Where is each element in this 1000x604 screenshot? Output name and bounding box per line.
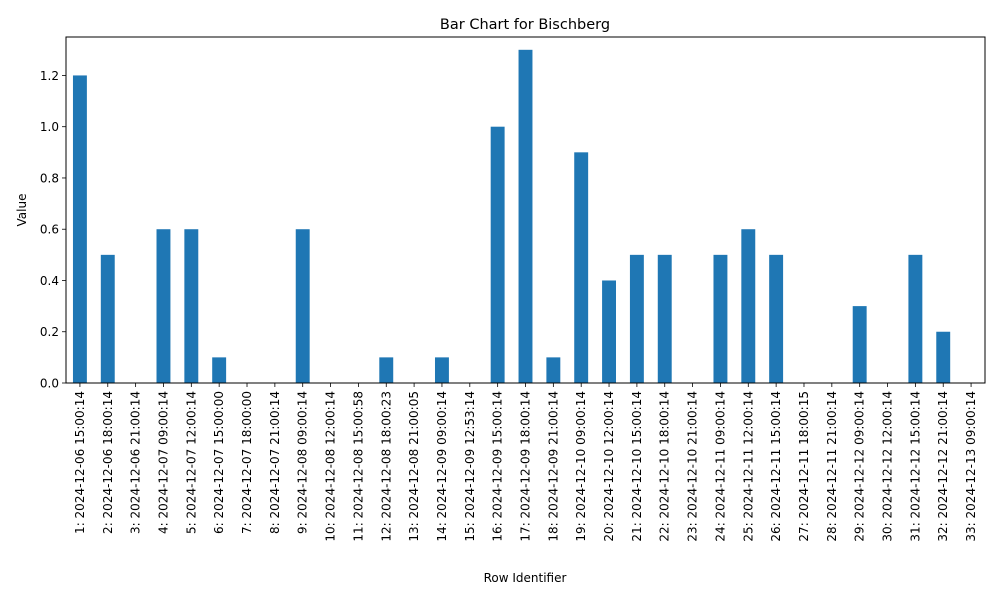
y-tick-label: 0.4 — [40, 274, 59, 288]
x-tick-label: 14: 2024-12-09 09:00:14 — [435, 391, 449, 542]
x-tick-label: 20: 2024-12-10 12:00:14 — [602, 391, 616, 542]
x-tick-label: 5: 2024-12-07 12:00:14 — [184, 391, 198, 534]
y-tick-label: 0.8 — [40, 171, 59, 185]
x-tick-label: 16: 2024-12-09 15:00:14 — [491, 391, 505, 542]
bar — [629, 254, 644, 383]
bar — [741, 229, 756, 383]
x-tick-label: 18: 2024-12-09 21:00:14 — [546, 391, 560, 542]
x-tick-label: 2: 2024-12-06 18:00:14 — [101, 391, 115, 534]
x-tick-label: 7: 2024-12-07 18:00:00 — [240, 391, 254, 534]
x-tick-label: 30: 2024-12-12 12:00:14 — [881, 391, 895, 542]
x-tick-label: 29: 2024-12-12 09:00:14 — [853, 391, 867, 542]
x-tick-label: 10: 2024-12-08 12:00:14 — [324, 391, 338, 542]
bar — [379, 357, 394, 383]
x-tick-label: 32: 2024-12-12 21:00:14 — [936, 391, 950, 542]
y-axis-label: Value — [15, 194, 29, 227]
chart-title: Bar Chart for Bischberg — [440, 17, 610, 33]
y-tick-label: 0.6 — [40, 223, 59, 237]
x-tick-label: 23: 2024-12-10 21:00:14 — [686, 391, 700, 542]
x-tick-label: 4: 2024-12-07 09:00:14 — [156, 391, 170, 534]
x-tick-label: 27: 2024-12-11 18:00:15 — [797, 391, 811, 542]
x-tick-label: 15: 2024-12-09 12:53:14 — [463, 391, 477, 542]
x-tick-label: 17: 2024-12-09 18:00:14 — [519, 391, 533, 542]
y-tick-label: 1.2 — [40, 69, 59, 83]
plot-frame — [65, 36, 986, 384]
bar — [546, 357, 561, 383]
bar — [434, 357, 449, 383]
bar — [184, 229, 199, 383]
x-tick-label: 24: 2024-12-11 09:00:14 — [713, 391, 727, 542]
x-tick-label: 31: 2024-12-12 15:00:14 — [908, 391, 922, 542]
bar — [657, 254, 672, 383]
x-tick-label: 6: 2024-12-07 15:00:00 — [212, 391, 226, 534]
x-tick-label: 19: 2024-12-10 09:00:14 — [574, 391, 588, 542]
bar — [72, 75, 87, 383]
x-tick-label: 26: 2024-12-11 15:00:14 — [769, 391, 783, 542]
x-tick-label: 9: 2024-12-08 09:00:14 — [296, 391, 310, 534]
x-axis: 1: 2024-12-06 15:00:14 2: 2024-12-06 18:0… — [73, 383, 978, 542]
x-tick-label: 22: 2024-12-10 18:00:14 — [658, 391, 672, 542]
bar — [490, 126, 505, 383]
bar — [574, 152, 589, 383]
bar — [212, 357, 227, 383]
bar — [908, 254, 923, 383]
x-tick-label: 11: 2024-12-08 15:00:58 — [351, 391, 365, 542]
x-tick-label: 8: 2024-12-07 21:00:14 — [268, 391, 282, 534]
bar — [713, 254, 728, 383]
bar — [156, 229, 171, 383]
x-tick-label: 1: 2024-12-06 15:00:14 — [73, 391, 87, 534]
x-tick-label: 13: 2024-12-08 21:00:05 — [407, 391, 421, 542]
x-tick-label: 12: 2024-12-08 18:00:23 — [379, 391, 393, 542]
x-tick-label: 3: 2024-12-06 21:00:14 — [129, 391, 143, 534]
bar — [518, 49, 533, 384]
y-axis: 0.0 0.2 0.4 0.6 0.8 1.0 1.2 — [40, 69, 66, 391]
y-tick-label: 1.0 — [40, 120, 59, 134]
y-tick-label: 0.2 — [40, 325, 59, 339]
x-tick-label: 28: 2024-12-11 21:00:14 — [825, 391, 839, 542]
bar — [769, 254, 784, 383]
x-tick-label: 33: 2024-12-13 09:00:14 — [964, 391, 978, 542]
y-tick-label: 0.0 — [40, 377, 59, 391]
bars-group — [72, 49, 951, 384]
bar — [295, 229, 310, 383]
bar — [936, 331, 951, 383]
bar — [602, 280, 616, 383]
bar — [852, 306, 867, 383]
x-tick-label: 21: 2024-12-10 15:00:14 — [630, 391, 644, 542]
x-tick-label: 25: 2024-12-11 12:00:14 — [741, 391, 755, 542]
x-axis-label: Row Identifier — [484, 571, 567, 585]
bar — [100, 254, 115, 383]
